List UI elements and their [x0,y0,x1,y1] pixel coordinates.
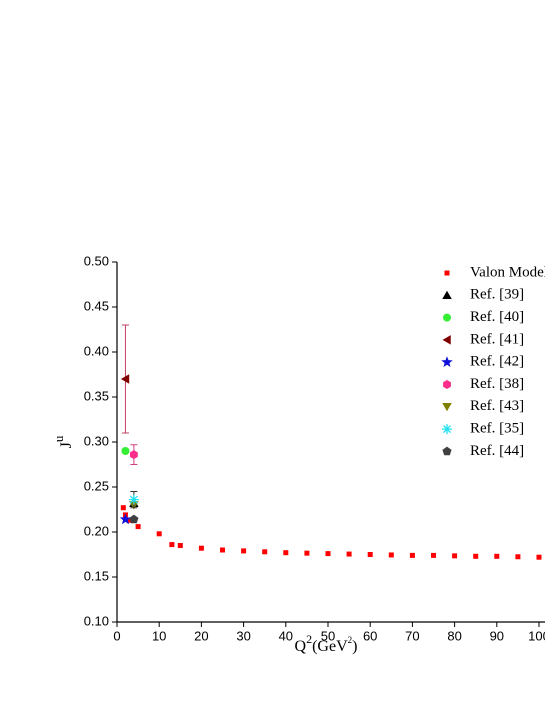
x-tick-label: 40 [279,628,293,643]
x-tick-label: 30 [236,628,250,643]
y-tick-label: 0.20 [84,523,109,538]
legend-marker [443,313,451,322]
y-axis-label: Ju [51,435,75,448]
y-tick-label: 0.50 [84,253,109,268]
x-tick-label: 10 [152,628,166,643]
y-label-part: J [58,442,75,448]
marker [367,552,373,557]
legend-label: Ref. [39] [470,287,524,303]
legend-label: Ref. [40] [470,309,524,325]
legend-marker [443,380,451,389]
x-tick-label: 60 [363,628,377,643]
x-tick-label: 50 [321,628,335,643]
marker [409,552,415,558]
y-tick-label: 0.40 [84,343,109,358]
marker [135,524,141,530]
y-tick-label: 0.35 [84,388,109,403]
legend-label: Ref. [44] [470,443,524,459]
marker [198,545,204,551]
x-label-part: 2 [306,632,312,646]
marker [156,531,162,537]
marker [120,505,126,511]
marker [177,543,183,548]
legend-label: Ref. [41] [470,331,524,347]
marker [473,553,479,559]
marker [494,553,500,559]
legend-marker [441,356,453,368]
x-tick-label: 20 [194,628,208,643]
marker [119,513,132,525]
legend-label: Valon Model [470,264,545,280]
marker [241,548,247,554]
y-tick-label: 0.15 [84,568,109,583]
marker [120,374,130,384]
marker [388,552,394,558]
marker [346,551,352,557]
marker [121,447,130,455]
y-label-part: u [51,435,66,442]
legend-label: Ref. [35] [470,421,524,437]
x-tick-label: 100 [528,628,545,643]
y-tick-label: 0.10 [84,613,109,628]
marker [128,494,139,505]
x-label-part: (GeV [312,638,348,655]
marker [536,554,542,560]
x-axis-label: Q2(GeV2) [295,632,358,655]
y-tick-label: 0.30 [84,433,109,448]
legend-marker [442,403,452,412]
marker [325,551,331,557]
x-tick-label: 80 [447,628,461,643]
marker [169,542,175,548]
legend-marker [442,290,452,300]
marker [220,547,225,553]
y-tick-label: 0.25 [84,478,109,493]
x-tick-label: 0 [113,628,120,643]
y-tick-label: 0.45 [84,298,109,313]
marker [431,552,436,558]
marker [262,549,268,555]
x-tick-label: 70 [405,628,419,643]
x-tick-label: 90 [490,628,504,643]
legend-label: Ref. [42] [470,354,524,370]
marker [515,554,521,560]
marker [129,514,139,524]
marker [129,450,138,460]
x-label-part: Q [295,638,307,655]
x-label-part: ) [352,638,357,655]
marker [304,550,310,556]
marker [127,517,133,523]
legend-marker [444,270,450,276]
x-label-part: 2 [348,635,353,645]
marker [283,550,289,556]
marker [452,553,458,559]
legend-label: Ref. [43] [470,398,524,414]
legend-marker [442,424,452,435]
legend-marker [442,446,452,456]
legend-marker [442,335,451,345]
legend-label: Ref. [38] [470,376,524,392]
